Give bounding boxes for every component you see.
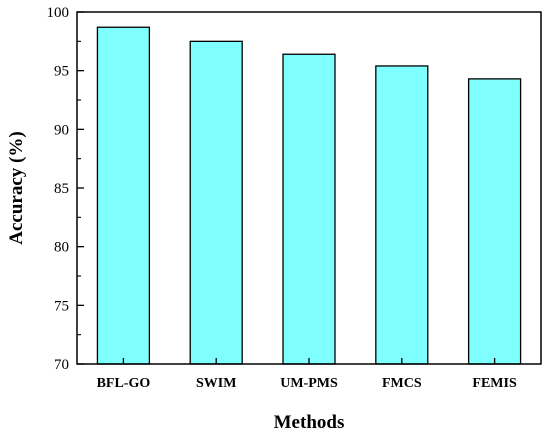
y-tick-label: 90 (54, 122, 69, 138)
x-tick-label: UM-PMS (280, 376, 338, 391)
x-tick-label: FMCS (382, 376, 422, 391)
y-tick-label: 75 (54, 298, 69, 314)
x-tick-label: SWIM (196, 376, 236, 391)
x-tick-label: BFL-GO (97, 376, 151, 391)
bar-swim (189, 40, 243, 365)
bars (96, 26, 522, 365)
y-tick-label: 85 (54, 181, 69, 197)
x-axis-title: Methods (274, 412, 345, 433)
y-tick-label: 70 (54, 357, 69, 373)
bar-femis (467, 78, 522, 365)
y-tick-label: 95 (54, 64, 69, 80)
bar-um-pms (282, 53, 336, 365)
bar-bfl-go (96, 26, 151, 365)
x-axis: BFL-GO SWIM UM-PMS FMCS FEMIS (97, 358, 517, 391)
y-tick-label: 80 (54, 240, 69, 256)
x-tick-label: FEMIS (472, 376, 517, 391)
y-axis: 70 75 80 85 90 95 100 (47, 5, 84, 373)
y-tick-label: 100 (47, 5, 70, 21)
y-axis-title: Accuracy (%) (6, 131, 27, 244)
bar-fmcs (375, 65, 429, 365)
